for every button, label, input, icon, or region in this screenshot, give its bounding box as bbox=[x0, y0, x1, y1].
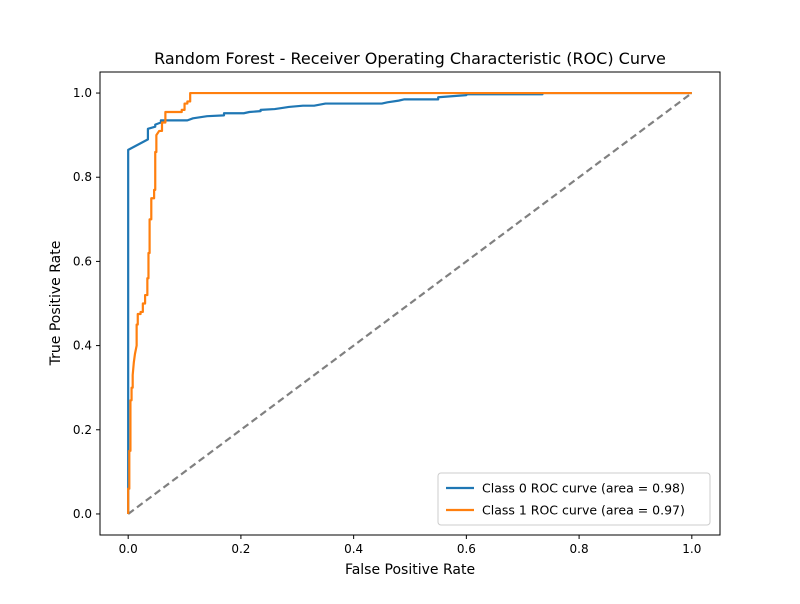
axis-ticks: 0.0 0.2 0.4 0.6 0.8 1.0 0.0 0.2 0.4 0.6 0.8 1.0 bbox=[73, 86, 701, 556]
y-tick-label: 0.0 bbox=[73, 507, 92, 521]
legend-box bbox=[437, 472, 711, 526]
chart-title: Random Forest - Receiver Operating Chara… bbox=[154, 49, 666, 68]
legend-label-class-0: Class 0 ROC curve (area = 0.98) bbox=[482, 481, 685, 496]
x-tick-label: 0.8 bbox=[570, 542, 589, 556]
x-axis-label: False Positive Rate bbox=[345, 562, 475, 578]
plot-area bbox=[127, 91, 693, 515]
series-line-class-0 bbox=[127, 91, 692, 514]
y-tick-label: 0.4 bbox=[73, 339, 92, 353]
y-tick-label: 0.2 bbox=[73, 423, 92, 437]
x-tick-label: 0.6 bbox=[457, 542, 476, 556]
legend-label-class-1: Class 1 ROC curve (area = 0.97) bbox=[482, 503, 685, 518]
diagonal-reference-line bbox=[127, 92, 693, 515]
y-tick-label: 0.6 bbox=[73, 254, 92, 268]
y-tick-label: 0.8 bbox=[73, 170, 92, 184]
x-tick-label: 1.0 bbox=[682, 542, 701, 556]
x-tick-label: 0.2 bbox=[231, 542, 250, 556]
y-tick-label: 1.0 bbox=[73, 86, 92, 100]
series-line-class-1 bbox=[127, 91, 692, 514]
x-tick-label: 0.0 bbox=[119, 542, 138, 556]
legend: Class 0 ROC curve (area = 0.98) Class 1 R… bbox=[437, 472, 711, 526]
y-axis-label: True Positive Rate bbox=[48, 241, 64, 367]
x-tick-label: 0.4 bbox=[344, 542, 363, 556]
plot-frame bbox=[99, 71, 721, 536]
